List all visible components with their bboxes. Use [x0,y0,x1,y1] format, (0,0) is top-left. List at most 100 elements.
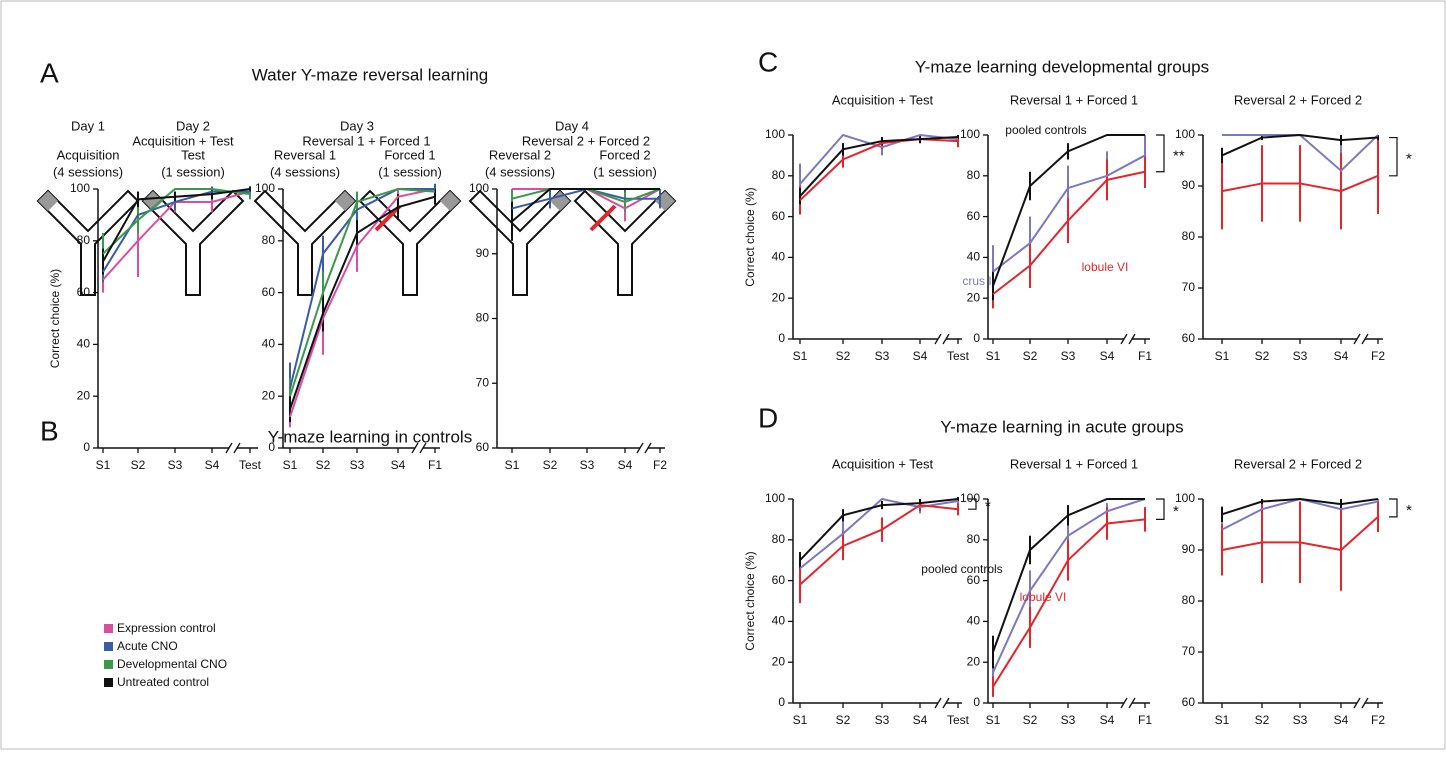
axis-break [1361,697,1369,709]
x-tick-label: S2 [836,349,851,363]
significance-bracket [1156,498,1165,520]
legend-label: Acute CNO [117,639,178,653]
y-tick-label: 80 [1182,593,1196,607]
stage-name: Forced 2 [599,147,650,162]
x-tick-label: S4 [913,713,928,727]
axis-break [233,442,241,454]
axis-break [942,333,950,345]
stage-sessions: (4 sessions) [270,164,340,179]
significance-label: ** [1173,147,1185,164]
y-tick-label: 100 [765,127,785,141]
x-tick-label: S1 [986,713,1001,727]
axis-break [934,697,942,709]
y-tick-label: 0 [83,440,90,454]
series-line [1221,174,1379,193]
y-tick-label: 0 [778,695,785,709]
day-label: Day 4 [555,118,589,133]
maze [359,190,461,296]
stage-name: Reversal 2 [489,147,551,162]
series-line [992,498,1146,673]
panel-letter: C [758,46,778,77]
y-tick-label: 60 [77,285,91,299]
panel-title: Y-maze learning developmental groups [915,57,1209,76]
significance-bracket [1389,136,1398,177]
chart-title: Reversal 2 + Forced 2 [1234,456,1362,471]
y-tick-label: 80 [77,233,91,247]
x-tick-label: F2 [1371,713,1385,727]
y-tick-label: 100 [70,181,90,195]
y-tick-label: 20 [772,290,786,304]
x-tick-label: S4 [1334,349,1349,363]
x-tick-label: S1 [283,458,298,472]
y-tick-label: 100 [255,181,275,195]
axis-break [1120,333,1128,345]
stage-sessions: (1 session) [378,164,442,179]
x-tick-label: S3 [168,458,183,472]
series-line [289,195,436,410]
y-tick-label: 90 [476,246,490,260]
axis-break [1353,697,1361,709]
y-axis-label: Correct choice (%) [743,551,757,650]
y-tick-label: 80 [262,233,276,247]
x-tick-label: S4 [913,349,928,363]
y-tick-label: 60 [1182,695,1196,709]
series-line [799,138,959,202]
x-tick-label: Test [239,458,262,472]
x-tick-label: S3 [1061,349,1076,363]
series-line [1221,516,1379,552]
x-tick-label: S1 [793,713,808,727]
significance-label: * [1406,502,1412,519]
x-tick-label: F1 [428,458,442,472]
legend-swatch [104,642,113,651]
series-line [992,518,1146,688]
x-tick-label: S4 [205,458,220,472]
x-tick-label: Test [947,349,970,363]
y-tick-label: 40 [77,337,91,351]
axis-break [942,697,950,709]
series-line [799,504,959,586]
y-tick-label: 80 [967,168,981,182]
stage-name: Test [181,147,205,162]
y-tick-label: 100 [960,127,980,141]
x-tick-label: S1 [986,349,1001,363]
x-tick-label: S3 [875,349,890,363]
axis-break [1128,333,1136,345]
y-tick-label: 40 [772,614,786,628]
x-tick-label: S4 [391,458,406,472]
x-tick-label: F1 [1138,713,1152,727]
y-tick-label: 0 [268,440,275,454]
x-tick-label: S2 [131,458,146,472]
stage-sessions: (4 sessions) [485,164,555,179]
y-tick-label: 40 [262,337,276,351]
annotation: crus I [962,274,991,288]
series-line [102,188,251,263]
y-tick-label: 20 [77,388,91,402]
y-tick-label: 60 [1182,331,1196,345]
axis-break [419,442,427,454]
stage-name: Acquisition [57,147,120,162]
x-tick-label: S2 [836,713,851,727]
y-tick-label: 100 [1175,491,1195,505]
x-tick-label: F2 [1371,349,1385,363]
y-tick-label: 70 [1182,280,1196,294]
legend-label: Expression control [117,621,216,635]
significance-label: * [1406,151,1412,168]
panel-title: Y-maze learning in controls [268,427,472,446]
x-tick-label: S2 [1023,713,1038,727]
y-tick-label: 20 [772,654,786,668]
axis-break [225,442,233,454]
y-tick-label: 40 [772,250,786,264]
series-line [799,497,959,570]
series-line [992,170,1146,295]
axis-break [644,442,652,454]
y-tick-label: 90 [1182,542,1196,556]
x-tick-label: S2 [543,458,558,472]
axis-break [1128,697,1136,709]
y-tick-label: 100 [1175,127,1195,141]
day-label: Day 3 [340,118,374,133]
series-line [799,133,959,185]
y-tick-label: 0 [778,331,785,345]
panel-title: Water Y-maze reversal learning [252,65,489,84]
chart-title: Reversal 1 + Forced 1 [1010,92,1138,107]
